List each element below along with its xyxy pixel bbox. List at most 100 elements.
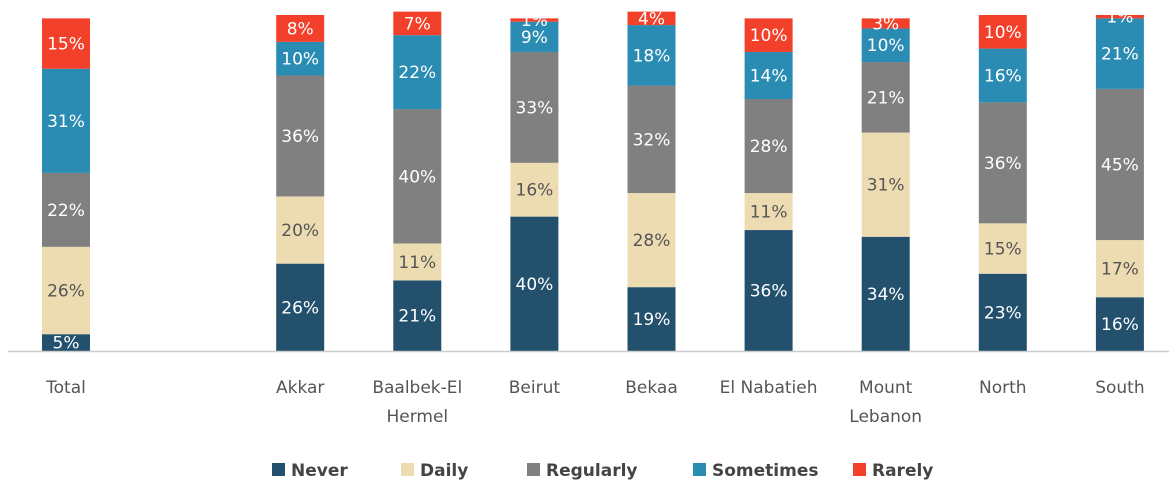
bar-segment	[276, 15, 325, 42]
bar-segment	[42, 246, 90, 335]
bar-segment	[276, 75, 325, 197]
x-tick-label: North	[979, 378, 1027, 398]
bar-segment	[744, 193, 793, 231]
legend-label: Regularly	[546, 461, 637, 481]
value-label: 14%	[750, 66, 788, 86]
bar-segment	[627, 25, 676, 86]
bar-segment	[744, 18, 793, 52]
bar-segment	[1095, 18, 1144, 89]
bar-segment	[978, 48, 1027, 103]
legend-label: Daily	[420, 461, 468, 481]
value-label: 11%	[750, 203, 788, 223]
bar-segment	[393, 109, 442, 244]
value-label: 10%	[867, 36, 905, 56]
bar-segment	[861, 18, 910, 29]
value-label: 36%	[281, 127, 319, 147]
value-label: 15%	[47, 35, 85, 55]
bar-segment	[42, 172, 90, 247]
bar-segment	[276, 41, 325, 76]
value-label: 16%	[984, 66, 1022, 86]
value-label: 40%	[398, 167, 436, 187]
bar-segment	[510, 216, 559, 351]
legend-swatch	[401, 463, 414, 476]
bar-segment	[42, 18, 90, 69]
value-label: 34%	[867, 285, 905, 305]
bar-segment	[627, 85, 676, 194]
bar-segment	[861, 236, 910, 351]
bar-segment	[744, 230, 793, 351]
bar-segment	[393, 11, 442, 36]
value-label: 19%	[633, 310, 671, 330]
legend-label: Sometimes	[712, 461, 818, 481]
bar-segment	[42, 68, 90, 173]
bar-segment	[510, 51, 559, 163]
value-label: 4%	[638, 9, 665, 29]
bar-segment	[510, 21, 559, 52]
value-label: 40%	[516, 275, 554, 295]
value-label: 36%	[984, 154, 1022, 174]
bar-segment	[744, 51, 793, 99]
bar-segment	[627, 193, 676, 288]
bar-segment	[861, 132, 910, 237]
legend-swatch	[693, 463, 706, 476]
x-tick-label: Bekaa	[625, 378, 678, 398]
legend-label: Never	[291, 461, 348, 481]
bar-segment	[510, 162, 559, 217]
value-label: 1%	[1106, 8, 1133, 28]
value-label: 10%	[984, 23, 1022, 43]
x-tick-label: Mount Lebanon	[849, 378, 923, 427]
x-tick-label: El Nabatieh	[719, 378, 818, 398]
value-label: 9%	[521, 28, 548, 48]
legend-swatch	[527, 463, 540, 476]
value-label: 28%	[633, 231, 671, 251]
value-label: 16%	[1101, 315, 1139, 335]
bar-segment	[393, 35, 442, 110]
value-label: 26%	[281, 298, 319, 318]
bar-segment	[1095, 297, 1144, 351]
x-tick-label: South	[1095, 378, 1145, 398]
bar-segment	[861, 28, 910, 63]
value-label: 21%	[398, 307, 436, 327]
bar-segment	[978, 273, 1027, 351]
value-label: 7%	[404, 14, 431, 34]
x-tick-label: Akkar	[275, 378, 325, 398]
value-label: 17%	[1101, 260, 1139, 280]
value-label: 22%	[398, 63, 436, 83]
bar-segment	[627, 287, 676, 351]
bar-segment	[510, 18, 559, 22]
x-tick-label: Beirut	[508, 378, 561, 398]
value-label: 3%	[872, 14, 899, 34]
bar-segment	[978, 15, 1027, 49]
value-label: 45%	[1101, 156, 1139, 176]
value-label: 28%	[750, 137, 788, 157]
bar-segment	[627, 11, 676, 26]
bar-segment	[744, 99, 793, 194]
value-label: 33%	[516, 98, 554, 118]
value-label: 32%	[633, 130, 671, 150]
value-label: 15%	[984, 240, 1022, 260]
legend-label: Rarely	[872, 461, 933, 481]
x-tick-label: Baalbek-El Hermel	[372, 378, 463, 427]
value-label: 5%	[53, 334, 80, 354]
bar-segment	[1095, 15, 1144, 19]
bar-segment	[978, 223, 1027, 274]
x-tick-label: Total	[46, 378, 86, 398]
value-label: 26%	[47, 282, 85, 302]
legend-swatch	[272, 463, 285, 476]
bar-segment	[1095, 240, 1144, 298]
bar-segment	[42, 334, 90, 351]
value-label: 18%	[633, 46, 671, 66]
value-label: 21%	[1101, 45, 1139, 65]
value-label: 22%	[47, 201, 85, 221]
bar-segment	[1095, 88, 1144, 241]
value-label: 10%	[750, 26, 788, 46]
bar-segment	[276, 263, 325, 351]
bar-segment	[861, 62, 910, 133]
bar-segment	[393, 243, 442, 281]
value-label: 21%	[867, 88, 905, 108]
value-label: 31%	[47, 112, 85, 132]
value-label: 1%	[521, 11, 548, 31]
bar-segment	[276, 196, 325, 264]
